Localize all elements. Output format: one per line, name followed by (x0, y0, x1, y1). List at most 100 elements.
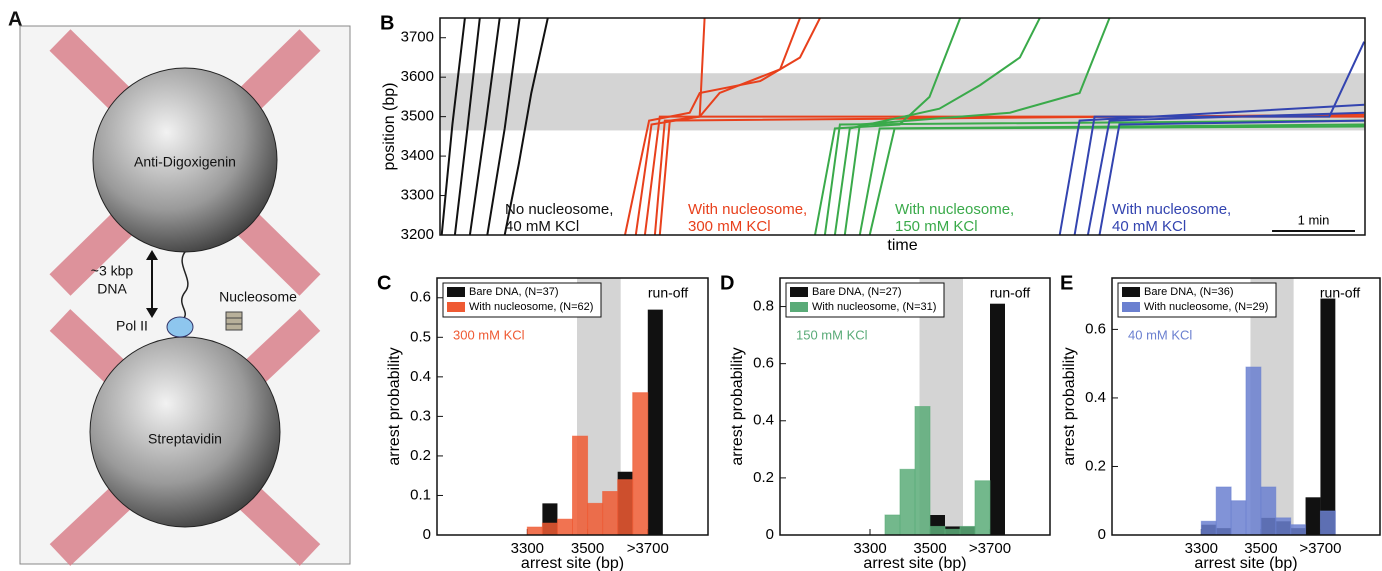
y-tick-label: 0.3 (410, 407, 431, 424)
condition-label: 300 mM KCl (453, 327, 525, 342)
plot-frame (436, 277, 709, 536)
y-tick-label: 0.2 (1085, 457, 1106, 474)
legend-label: Bare DNA, (N=36) (1144, 286, 1234, 298)
y-tick-label: 0 (1098, 526, 1106, 543)
x-tick-label: 3500 (571, 540, 604, 557)
histogram-bar (647, 309, 663, 535)
y-tick-label: 0.2 (753, 469, 774, 486)
polymerase-label: Pol II (116, 318, 148, 334)
y-tick-label: 0.4 (410, 368, 431, 385)
bead-label: Streptavidin (148, 431, 222, 447)
legend-label: With nucleosome, (N=29) (1144, 301, 1268, 313)
legend-label: Bare DNA, (N=37) (469, 286, 559, 298)
plot-frame (439, 17, 1366, 236)
y-tick-label: 0.6 (753, 355, 774, 372)
y-tick-label: 0.4 (753, 412, 774, 429)
x-tick-label: 3300 (853, 540, 886, 557)
y-axis-label: arrest probability (729, 347, 746, 465)
trace (503, 18, 549, 235)
legend-box (442, 282, 602, 318)
trace-annotation: With nucleosome, (895, 201, 1014, 218)
nucleosome-icon (225, 311, 243, 331)
panel-label: E (1060, 272, 1073, 294)
trace (468, 18, 501, 235)
runoff-label: run-off (1320, 285, 1360, 301)
histogram-bar (587, 502, 604, 536)
trace-annotation: 300 mM KCl (688, 218, 771, 235)
trace (634, 18, 801, 235)
histogram-bar (541, 522, 558, 536)
trace (843, 18, 1111, 235)
histogram-bar (1215, 486, 1232, 536)
x-axis-label: arrest site (bp) (863, 555, 966, 571)
x-tick-label: >3700 (627, 540, 669, 557)
trace (868, 125, 1365, 235)
y-tick-label: 0.2 (410, 447, 431, 464)
trace (658, 18, 706, 235)
y-tick-label: 0.1 (410, 486, 431, 503)
condition-label: 40 mM KCl (1128, 327, 1192, 342)
y-tick-label: 3400 (401, 147, 434, 164)
legend-swatch (1122, 287, 1140, 297)
histogram-bar (556, 518, 574, 536)
trace (1058, 103, 1365, 235)
x-axis-label: arrest site (bp) (1194, 555, 1297, 571)
y-tick-label: 0.4 (1085, 389, 1106, 406)
legend-label: With nucleosome, (N=31) (812, 301, 936, 313)
histogram-bar (990, 303, 1005, 535)
y-tick-label: 0 (423, 526, 431, 543)
histogram-bar (617, 479, 634, 536)
bottom-bead (89, 336, 281, 528)
trace (1086, 111, 1365, 235)
tether-label: DNA (97, 281, 127, 297)
histogram-bar (1290, 524, 1307, 536)
y-axis-label: arrest probability (1061, 347, 1078, 465)
histogram-bar (602, 491, 619, 536)
y-tick-label: 0.5 (410, 328, 431, 345)
runoff-label: run-off (990, 285, 1030, 301)
histogram-bar (1200, 520, 1217, 536)
trace (440, 18, 466, 235)
y-tick-label: 0.8 (753, 298, 774, 315)
trace (486, 18, 521, 235)
trace-annotation: 150 mM KCl (895, 218, 978, 235)
x-tick-label: 3300 (1185, 540, 1218, 557)
scale-bar-label: 1 min (1298, 212, 1330, 227)
x-tick-label: 3500 (913, 540, 946, 557)
y-tick-label: 0 (766, 526, 774, 543)
histogram-bar (899, 468, 916, 536)
histogram-bar (914, 406, 931, 536)
y-axis-label: arrest probability (386, 347, 403, 465)
y-tick-label: 0.6 (410, 289, 431, 306)
histogram-bar (884, 514, 901, 536)
trace-annotation: 40 mM KCl (505, 218, 579, 235)
legend-swatch (1122, 302, 1140, 312)
histogram-bar (959, 525, 976, 536)
histogram-bar (1260, 486, 1277, 536)
trace-annotation: With nucleosome, (688, 201, 807, 218)
trace (823, 119, 1365, 235)
trace-annotation: No nucleosome, (505, 201, 613, 218)
y-tick-label: 3600 (401, 68, 434, 85)
x-axis-label: arrest site (bp) (521, 555, 624, 571)
y-tick-label: 3700 (401, 29, 434, 46)
y-tick-label: 3200 (401, 226, 434, 243)
pol-ii (166, 316, 194, 338)
trace-annotation: 40 mM KCl (1112, 218, 1186, 235)
trace-annotation: With nucleosome, (1112, 201, 1231, 218)
runoff-label: run-off (648, 285, 688, 301)
histogram-bar (1320, 298, 1336, 535)
histogram-bar (526, 526, 543, 536)
diagram: A Anti-Digoxigenin Streptavidin ~3 kbp D… (8, 8, 351, 566)
x-axis-label: time (887, 237, 917, 254)
panel-label: D (720, 272, 734, 294)
traces (440, 18, 1365, 235)
histogram-bar (1245, 366, 1262, 536)
histogram-bar (929, 525, 946, 536)
condition-label: 150 mM KCl (796, 327, 868, 342)
panel-label: C (377, 272, 391, 294)
plot-frame (779, 277, 1051, 536)
y-axis-label: position (bp) (381, 82, 398, 170)
histogram-bar (632, 392, 649, 536)
